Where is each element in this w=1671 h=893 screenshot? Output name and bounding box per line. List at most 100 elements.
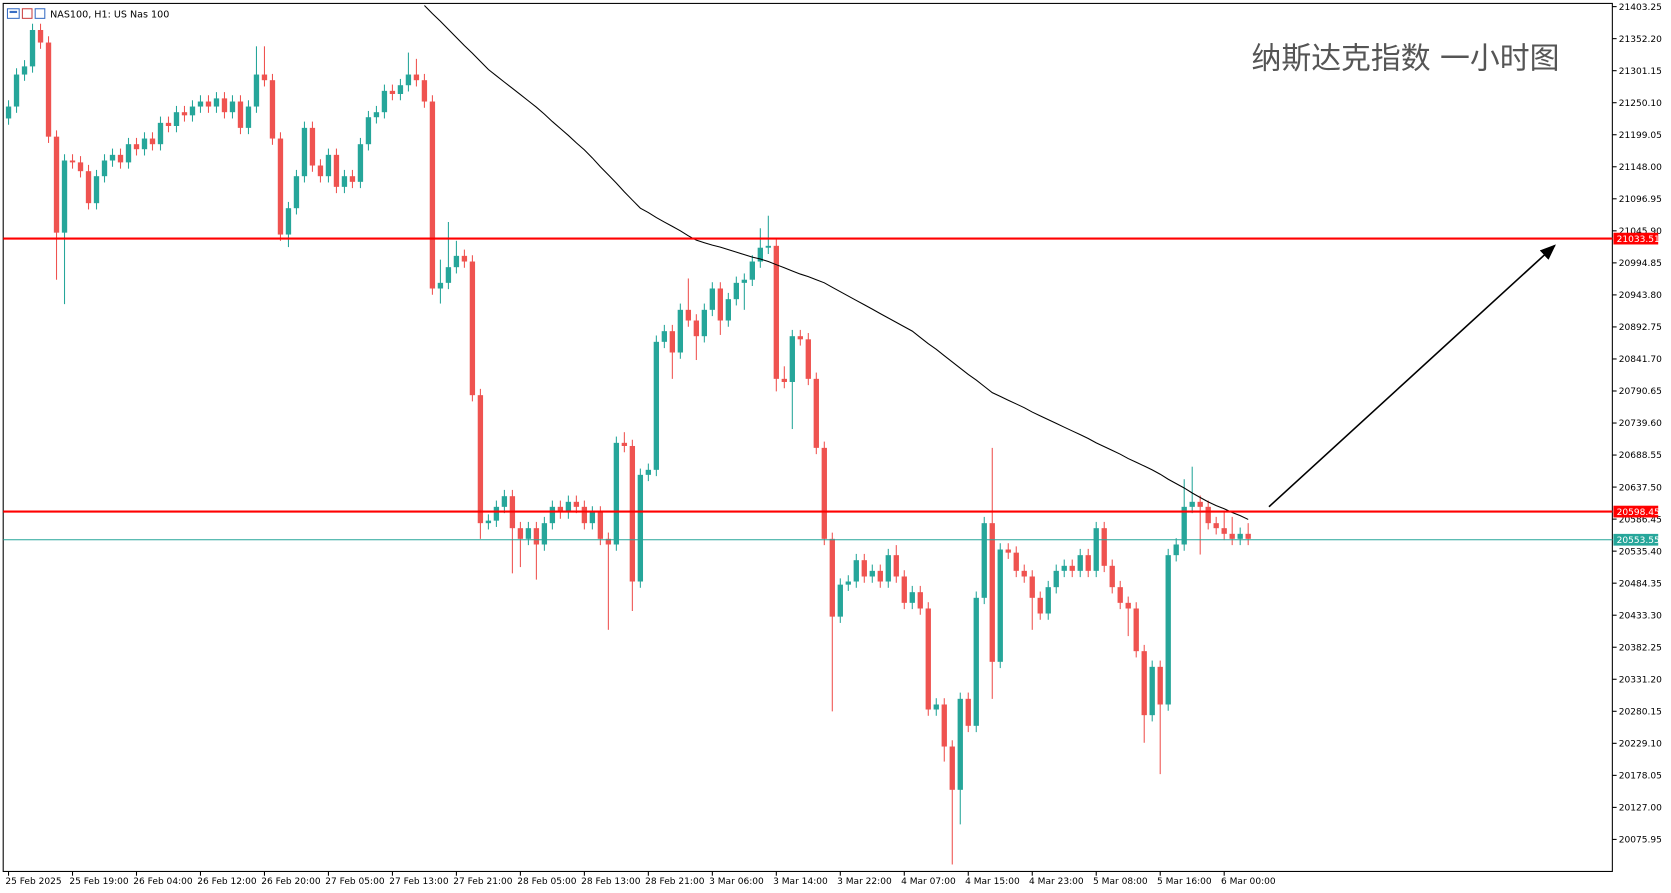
- x-tick-label: 26 Feb 20:00: [261, 877, 321, 887]
- candle-body: [637, 474, 644, 582]
- candle-body: [1205, 506, 1211, 524]
- candle-body: [549, 506, 556, 524]
- candle-body: [37, 29, 44, 43]
- x-tick-label: 27 Feb 21:00: [453, 877, 513, 887]
- y-tick-label: 20331.20: [1619, 675, 1662, 685]
- candle-body: [1077, 555, 1083, 571]
- candle-body: [1149, 666, 1155, 716]
- candle-body: [1093, 528, 1099, 571]
- candle-body: [501, 496, 508, 507]
- candle-body: [589, 512, 596, 524]
- candle-body: [733, 282, 739, 300]
- candle-body: [53, 136, 60, 233]
- candle-body: [573, 501, 580, 507]
- candle-body: [1221, 528, 1227, 534]
- candle-body: [229, 101, 236, 113]
- moving-average: [424, 5, 1249, 520]
- candle-body: [253, 74, 260, 107]
- x-tick-label: 3 Mar 14:00: [773, 877, 828, 887]
- y-tick-label: 20943.80: [1619, 291, 1662, 301]
- candle-body: [773, 245, 779, 379]
- price-label: 20598.45: [1617, 508, 1660, 518]
- candle-body: [341, 176, 348, 187]
- y-tick-label: 21199.05: [1619, 131, 1662, 141]
- candle-body: [45, 42, 52, 137]
- candle-body: [413, 74, 420, 81]
- candle-body: [613, 442, 620, 545]
- candle-body: [981, 523, 987, 598]
- candle-body: [869, 570, 875, 577]
- candle-body: [701, 309, 708, 337]
- candle-body: [661, 331, 668, 342]
- candle-body: [1189, 501, 1195, 507]
- candle-body: [685, 309, 692, 321]
- candle-body: [277, 138, 284, 235]
- price-label: 20553.55: [1617, 536, 1660, 546]
- candle-body: [517, 528, 524, 539]
- y-tick-label: 20382.25: [1619, 643, 1662, 653]
- x-tick-label: 4 Mar 23:00: [1029, 877, 1084, 887]
- candle-body: [365, 117, 372, 145]
- x-tick-label: 27 Feb 05:00: [325, 877, 385, 887]
- y-tick-label: 21301.15: [1619, 67, 1662, 77]
- candle-body: [693, 320, 700, 337]
- y-tick-label: 21352.20: [1619, 35, 1662, 45]
- trend-arrow: [1268, 244, 1556, 508]
- candle-body: [309, 127, 316, 166]
- y-tick-label: 20892.75: [1619, 323, 1662, 333]
- candle-body: [5, 106, 12, 119]
- candle-body: [1173, 544, 1179, 556]
- candle-body: [1125, 602, 1131, 609]
- y-tick-label: 20075.95: [1619, 836, 1662, 846]
- candle-body: [77, 162, 84, 172]
- candle-body: [1117, 587, 1123, 603]
- candle-body: [997, 549, 1003, 662]
- candle-body: [493, 506, 500, 521]
- candle-body: [197, 101, 204, 107]
- y-tick-label: 20280.15: [1619, 707, 1662, 717]
- y-tick-label: 20535.40: [1619, 547, 1662, 557]
- price-label-box: [1613, 533, 1659, 546]
- candle-body: [389, 90, 396, 94]
- x-tick-label: 3 Mar 22:00: [837, 877, 892, 887]
- candle-body: [765, 245, 771, 248]
- candle-body: [245, 106, 252, 128]
- candle-body: [1213, 523, 1219, 529]
- candle-body: [941, 704, 947, 747]
- candle-body: [741, 279, 747, 283]
- x-tick-label: 5 Mar 08:00: [1093, 877, 1148, 887]
- candle-body: [1005, 549, 1011, 553]
- y-tick-label: 20994.85: [1619, 259, 1662, 269]
- candle-body: [781, 378, 787, 382]
- x-tick-label: 4 Mar 07:00: [901, 877, 956, 887]
- symbol-label: NAS100, H1: US Nas 100: [50, 9, 169, 20]
- y-tick-label: 20739.60: [1619, 419, 1662, 429]
- candle-body: [837, 584, 843, 617]
- candle-body: [541, 523, 548, 545]
- y-tick-label: 21403.25: [1619, 3, 1662, 13]
- y-tick-label: 21096.95: [1619, 195, 1662, 205]
- candle-body: [285, 208, 292, 235]
- candle-body: [557, 506, 564, 513]
- candle-body: [1133, 608, 1139, 652]
- y-tick-label: 20229.10: [1619, 740, 1662, 750]
- x-tick-label: 5 Mar 16:00: [1157, 877, 1212, 887]
- candle-body: [749, 261, 755, 280]
- candle-body: [949, 746, 955, 790]
- candle-body: [437, 282, 444, 289]
- candle-body: [469, 261, 476, 396]
- candle-body: [789, 336, 795, 382]
- candle-body: [349, 176, 356, 182]
- candle-body: [237, 101, 244, 128]
- candle-body: [797, 336, 803, 340]
- y-tick-label: 21045.90: [1619, 227, 1662, 237]
- candle-body: [597, 512, 604, 539]
- candle-body: [205, 101, 212, 107]
- candle-body: [829, 538, 835, 617]
- price-label-box: [1613, 232, 1659, 245]
- candle-body: [101, 160, 108, 177]
- candle-body: [301, 127, 308, 177]
- candle-body: [117, 154, 124, 163]
